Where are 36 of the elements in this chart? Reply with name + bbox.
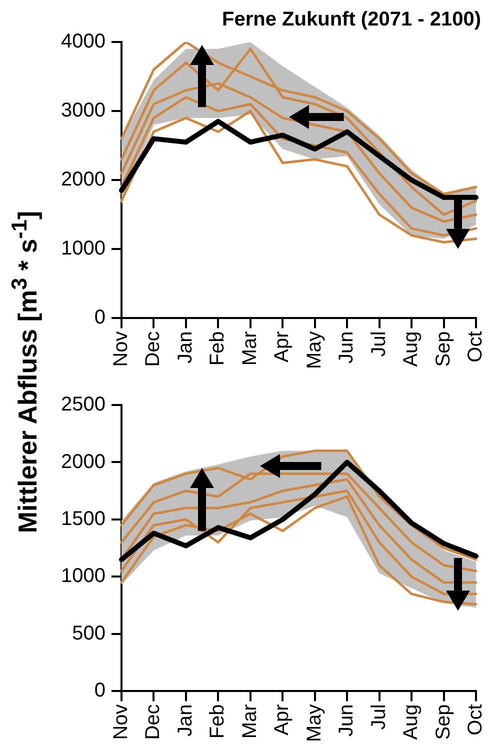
x-tick-label: Jan [174,704,196,736]
y-tick-label: 0 [94,680,106,702]
x-tick-label: May [303,704,326,742]
x-tick-label: Dec [142,331,164,367]
x-tick-label: Jun [336,704,358,736]
x-tick-label: Jul [368,331,390,357]
y-tick-label: 1000 [60,565,106,588]
x-tick-label: Apr [271,330,294,362]
chart-title: Ferne Zukunft (2071 - 2100) [222,8,481,31]
x-tick-label: Aug [400,331,422,367]
x-tick-label: Jun [336,331,358,364]
x-tick-label: Apr [271,704,294,736]
x-tick-label: Feb [206,331,229,366]
x-tick-label: Mar [238,330,261,366]
x-tick-label: Dec [142,704,164,740]
y-tick-label: 3000 [60,100,106,122]
x-tick-label: Aug [400,704,422,740]
x-tick-label: May [303,331,326,370]
x-tick-label: Nov [110,704,132,740]
y-tick-label: 1500 [60,508,106,530]
x-tick-label: Jul [368,704,390,730]
x-tick-label: Nov [110,331,132,367]
x-tick-label: Jan [174,331,196,364]
y-tick-label: 500 [72,622,106,644]
x-tick-label: Sep [432,331,454,367]
x-tick-label: Mar [238,704,261,739]
x-tick-label: Oct [464,704,487,736]
x-tick-label: Feb [206,704,229,739]
x-tick-label: Oct [464,330,487,362]
x-tick-label: Sep [432,704,454,740]
y-tick-label: 1000 [60,238,106,260]
y-tick-label: 2000 [60,450,106,473]
y-tick-label: 0 [94,306,106,329]
y-tick-label: 2000 [60,168,106,191]
y-tick-label: 2500 [60,394,106,416]
y-tick-label: 4000 [60,30,106,53]
